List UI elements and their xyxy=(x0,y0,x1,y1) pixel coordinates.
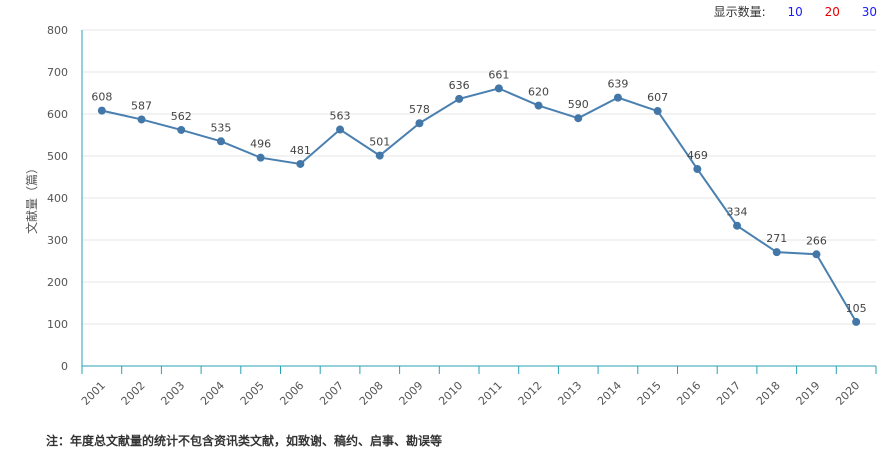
x-tick-label: 2010 xyxy=(436,379,465,408)
data-label: 496 xyxy=(250,138,271,151)
data-point xyxy=(415,119,424,128)
data-label: 639 xyxy=(607,78,628,91)
x-tick-label: 2017 xyxy=(714,379,743,408)
y-tick-label: 100 xyxy=(47,318,68,331)
x-tick-label: 2006 xyxy=(277,379,306,408)
data-point xyxy=(494,84,503,93)
data-label: 563 xyxy=(330,110,351,123)
y-tick-label: 200 xyxy=(47,276,68,289)
data-point xyxy=(613,93,622,102)
data-point xyxy=(693,165,702,174)
data-label: 334 xyxy=(727,206,748,219)
y-tick-label: 0 xyxy=(61,360,68,373)
data-label: 562 xyxy=(171,110,192,123)
footnote: 注：年度总文献量的统计不包含资讯类文献，如致谢、稿约、启事、勘误等 xyxy=(46,434,443,448)
data-label: 636 xyxy=(449,79,470,92)
data-label: 266 xyxy=(806,234,827,247)
y-tick-label: 600 xyxy=(47,108,68,121)
data-label: 535 xyxy=(210,121,231,134)
x-tick-label: 2018 xyxy=(754,379,783,408)
data-point xyxy=(97,106,106,115)
y-tick-label: 500 xyxy=(47,150,68,163)
x-tick-label: 2016 xyxy=(674,379,703,408)
x-tick-label: 2001 xyxy=(79,379,108,408)
x-tick-label: 2020 xyxy=(833,379,862,408)
data-point xyxy=(574,114,583,123)
data-point xyxy=(812,250,821,259)
x-tick-label: 2011 xyxy=(476,379,505,408)
data-point xyxy=(336,125,345,134)
x-tick-label: 2003 xyxy=(158,379,187,408)
data-label: 608 xyxy=(91,91,112,104)
data-label: 481 xyxy=(290,144,311,157)
x-tick-label: 2019 xyxy=(794,379,823,408)
data-point xyxy=(772,248,781,257)
y-tick-label: 700 xyxy=(47,66,68,79)
data-label: 607 xyxy=(647,91,668,104)
series-line xyxy=(101,87,858,323)
data-label: 590 xyxy=(568,98,589,111)
x-tick-label: 2012 xyxy=(516,379,545,408)
data-label: 620 xyxy=(528,86,549,99)
data-point xyxy=(653,107,662,116)
data-point xyxy=(534,101,543,110)
y-tick-label: 400 xyxy=(47,192,68,205)
x-tick-label: 2005 xyxy=(238,379,267,408)
x-tick-label: 2002 xyxy=(119,379,148,408)
data-label: 661 xyxy=(488,68,509,81)
x-tick-label: 2009 xyxy=(397,379,426,408)
data-label: 271 xyxy=(766,232,787,245)
x-tick-label: 2014 xyxy=(595,379,624,408)
data-point xyxy=(733,221,742,230)
data-point xyxy=(296,159,305,168)
data-point xyxy=(375,151,384,160)
data-point xyxy=(177,125,186,134)
data-point xyxy=(137,115,146,124)
data-label: 587 xyxy=(131,99,152,112)
data-label: 469 xyxy=(687,149,708,162)
y-tick-label: 300 xyxy=(47,234,68,247)
display-count-label: 显示数量: xyxy=(713,5,766,19)
x-tick-label: 2008 xyxy=(357,379,386,408)
data-label: 501 xyxy=(369,136,390,149)
x-tick-label: 2007 xyxy=(317,379,346,408)
display-count-option-30[interactable]: 30 xyxy=(861,5,877,19)
y-tick-label: 800 xyxy=(47,24,68,37)
display-count-control: 显示数量: 10 20 30 xyxy=(714,3,877,20)
data-point xyxy=(256,153,265,162)
y-axis-title: 文献量（篇） xyxy=(24,162,39,234)
display-count-option-20[interactable]: 20 xyxy=(824,5,840,19)
data-label: 578 xyxy=(409,103,430,116)
data-point xyxy=(216,137,225,146)
x-tick-label: 2015 xyxy=(635,379,664,408)
x-tick-label: 2004 xyxy=(198,379,227,408)
data-point xyxy=(455,94,464,103)
display-count-option-10[interactable]: 10 xyxy=(787,5,803,19)
data-point xyxy=(852,317,861,326)
x-tick-label: 2013 xyxy=(555,379,584,408)
data-label: 105 xyxy=(846,302,867,315)
